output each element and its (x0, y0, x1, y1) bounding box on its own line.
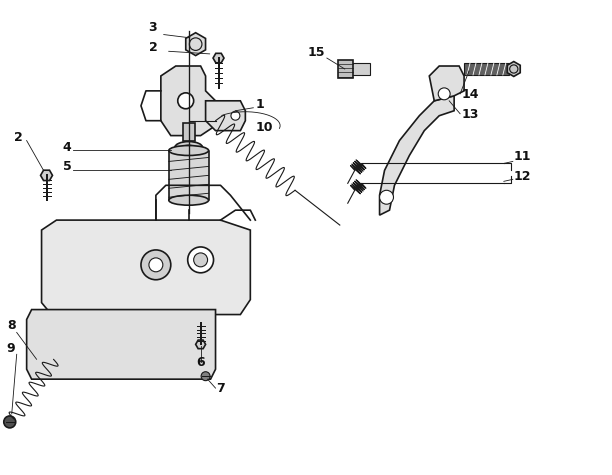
Bar (338, 60, 353, 78)
Ellipse shape (183, 145, 195, 150)
Text: 5: 5 (62, 161, 72, 173)
Text: 9: 9 (7, 342, 15, 355)
Bar (169, 151, 209, 200)
Circle shape (149, 258, 163, 272)
Circle shape (201, 372, 210, 380)
Text: 2: 2 (13, 131, 23, 143)
Text: 7: 7 (216, 382, 225, 395)
Polygon shape (40, 170, 53, 180)
Circle shape (231, 111, 240, 120)
Polygon shape (42, 220, 250, 314)
Text: 14: 14 (461, 88, 479, 101)
Circle shape (379, 190, 394, 204)
Text: 12: 12 (514, 171, 531, 183)
Text: 6: 6 (196, 356, 205, 369)
Circle shape (188, 247, 214, 273)
Text: 11: 11 (514, 151, 531, 163)
Polygon shape (5, 418, 15, 426)
Text: 4: 4 (62, 141, 72, 153)
Ellipse shape (175, 142, 203, 153)
Text: 2: 2 (149, 41, 157, 54)
Text: 1: 1 (255, 98, 264, 111)
Circle shape (141, 250, 171, 280)
Ellipse shape (169, 145, 209, 155)
Bar (464, 63, 509, 75)
Polygon shape (379, 96, 454, 215)
Ellipse shape (169, 195, 209, 205)
Circle shape (177, 93, 193, 109)
Text: 3: 3 (149, 21, 157, 34)
Circle shape (189, 38, 202, 50)
Polygon shape (196, 340, 206, 349)
Polygon shape (213, 53, 224, 63)
Bar (183, 123, 195, 141)
Polygon shape (161, 66, 215, 135)
Polygon shape (186, 33, 206, 56)
Text: 15: 15 (307, 46, 325, 59)
Circle shape (510, 65, 518, 73)
Circle shape (438, 88, 450, 100)
Polygon shape (429, 66, 464, 101)
Bar (352, 63, 370, 75)
Circle shape (193, 253, 207, 267)
Text: 8: 8 (7, 320, 15, 332)
Polygon shape (206, 101, 245, 131)
Polygon shape (507, 62, 520, 76)
Polygon shape (27, 310, 215, 379)
Circle shape (4, 416, 16, 428)
Text: 13: 13 (461, 108, 479, 121)
Polygon shape (201, 373, 209, 380)
Text: 10: 10 (255, 121, 273, 133)
